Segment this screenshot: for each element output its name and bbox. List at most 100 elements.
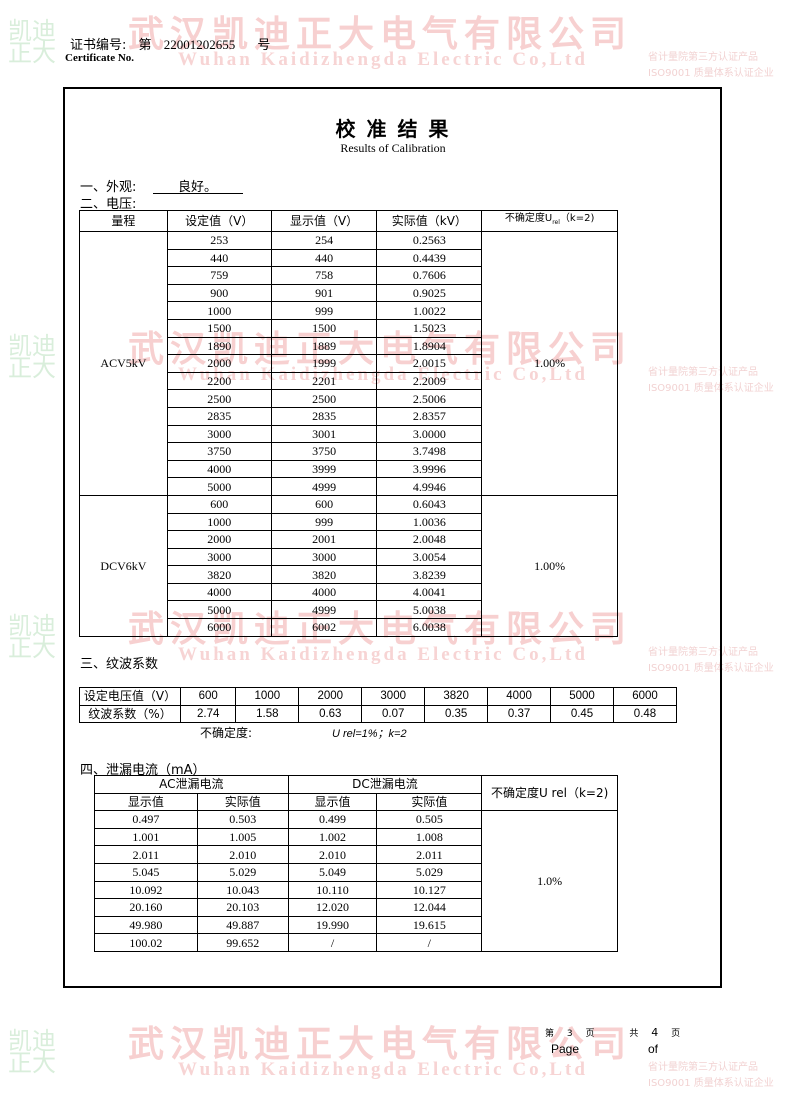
certificate-number-line: 证书编号: 第 22001202655 号 — [70, 34, 270, 53]
value-cell: 1.0022 — [376, 301, 483, 320]
table-row: 900 901 0.9025 — [80, 283, 618, 303]
leakage-label: 四、泄漏电流（mA） — [80, 763, 206, 778]
uncertainty-cell: 1.00% — [481, 231, 618, 496]
value-cell: 0.505 — [376, 810, 483, 829]
value-cell: 600 — [166, 494, 272, 514]
table-row: ACV5kV 253 254 0.2563 1.00% — [79, 231, 618, 496]
value-cell: 99.652 — [196, 933, 289, 952]
value-cell: 12.044 — [376, 898, 483, 917]
leakage-uncertainty-header: 不确定度U rel（k=2) — [481, 774, 618, 812]
value-cell: 254 — [270, 231, 378, 250]
value-cell: 900 — [166, 283, 272, 303]
value-cell: 20.160 — [94, 898, 198, 917]
table-row: 1890 1889 1.8904 — [80, 336, 618, 356]
value-cell: 3750 — [270, 442, 378, 461]
value-cell: 901 — [270, 283, 378, 303]
value-cell: 3.9996 — [376, 459, 483, 479]
value-cell: 1000 — [235, 687, 300, 706]
value-cell: 5.045 — [94, 862, 198, 882]
appearance-label: 一、外观: — [80, 180, 137, 195]
value-cell: 2500 — [270, 389, 378, 408]
value-cell: 1.005 — [196, 827, 289, 847]
value-cell: 2000 — [298, 687, 363, 706]
value-cell: / — [376, 933, 483, 952]
table-row: 纹波系数（%） 2.74 1.58 0.63 0.07 0.35 0.37 0.45 0.48 — [79, 704, 678, 724]
value-cell: 19.615 — [376, 915, 483, 935]
value-cell: 0.35 — [424, 704, 489, 724]
value-cell: 5000 — [166, 477, 272, 496]
value-cell: 2200 — [166, 371, 272, 391]
value-cell: 3820 — [424, 687, 489, 706]
header-set: 设定值（V） — [166, 210, 272, 232]
value-cell: 2.8357 — [376, 406, 483, 426]
value-cell: 2000 — [166, 354, 272, 373]
value-cell: 6000 — [166, 618, 272, 637]
value-cell: 3000 — [166, 424, 272, 444]
header-actual: 实际值（kV） — [376, 210, 483, 232]
value-cell: 0.48 — [612, 704, 678, 724]
header-uncertainty: 不确定度Urel（k=2) — [481, 210, 618, 232]
value-cell: 10.043 — [196, 880, 289, 900]
dc-actual-header: 实际值 — [376, 792, 483, 812]
page-title: 校 准 结 果 — [335, 117, 451, 141]
value-cell: 1000 — [166, 512, 272, 532]
table-row: 5.045 5.029 5.049 5.029 — [94, 862, 618, 882]
ripple-label: 三、纹波系数 — [80, 657, 159, 672]
value-cell: 5.029 — [376, 862, 483, 882]
value-cell: 1.0036 — [376, 512, 483, 532]
value-cell: 3000 — [166, 547, 272, 567]
value-cell: 0.45 — [550, 704, 614, 724]
table-row: 759 758 0.7606 — [80, 266, 618, 285]
value-cell: 2000 — [166, 530, 272, 549]
value-cell: 0.6043 — [376, 494, 483, 514]
page-subtitle: Results of Calibration — [340, 141, 446, 155]
cert-prefix: 第 — [138, 38, 152, 53]
value-cell: 759 — [166, 266, 272, 285]
table-row: 1000 999 1.0036 — [80, 512, 618, 532]
watermark-logo: 凯迪 正大 — [8, 612, 56, 662]
watermark-certification: 省计量院第三方认证产品 ISO9001 质量体系认证企业 — [648, 367, 774, 394]
value-cell: 2835 — [270, 406, 378, 426]
ripple-uncertainty-value: U rel=1%；k=2 — [332, 728, 407, 740]
value-cell: 3.7498 — [376, 442, 483, 461]
table-row: DCV6kV 600 600 0.6043 1.00% — [79, 494, 618, 637]
value-cell: 3.0000 — [376, 424, 483, 444]
value-cell: 3750 — [166, 442, 272, 461]
table-row: 4000 3999 3.9996 — [80, 459, 618, 479]
value-cell: 3000 — [361, 687, 426, 706]
voltage-label: 二、电压: — [80, 197, 137, 212]
watermark-certification: 省计量院第三方认证产品 ISO9001 质量体系认证企业 — [648, 647, 774, 674]
value-cell: 1000 — [166, 301, 272, 320]
value-cell: 4.9946 — [376, 477, 483, 496]
value-cell: 1890 — [166, 336, 272, 356]
value-cell: 2.010 — [196, 845, 289, 864]
range-cell: DCV6kV — [79, 494, 168, 637]
value-cell: 2.010 — [287, 845, 378, 864]
value-cell: 0.499 — [287, 810, 378, 829]
value-cell: 999 — [270, 512, 378, 532]
value-cell: 6002 — [270, 618, 378, 637]
uncertainty-cell: 1.00% — [481, 494, 618, 637]
value-cell: 2.0015 — [376, 354, 483, 373]
watermark-logo: 凯迪 正大 — [8, 332, 56, 382]
value-cell: 2835 — [166, 406, 272, 426]
table-row: 2.011 2.010 2.010 2.011 — [94, 845, 618, 864]
value-cell: 2001 — [270, 530, 378, 549]
value-cell: 2500 — [166, 389, 272, 408]
dc-display-header: 显示值 — [287, 792, 378, 812]
table-row: 0.497 0.503 0.499 0.505 1.0% — [94, 810, 618, 952]
cert-label-en: Certificate No. — [65, 52, 135, 64]
table-row: 设定电压值（V） 600 1000 2000 3000 3820 4000 5000 6000 — [79, 687, 678, 706]
value-cell: / — [287, 933, 378, 952]
table-row: 100.02 99.652// — [94, 933, 618, 952]
value-cell: 6.0038 — [376, 618, 483, 637]
value-cell: 3999 — [270, 459, 378, 479]
value-cell: 2.011 — [94, 845, 198, 864]
value-cell: 5000 — [550, 687, 614, 706]
table-row: 49.980 49.887 19.990 19.615 — [94, 915, 618, 935]
ripple-table: 设定电压值（V） 600 1000 2000 3000 3820 4000 5000 6000 纹… — [79, 687, 678, 724]
table-row: 3750 3750 3.7498 — [80, 442, 618, 461]
voltage-table: 量程 设定值（V） 显示值（V） 实际值（kV） 不确定度Urel（k=2) A… — [79, 210, 618, 637]
value-cell: 4999 — [270, 600, 378, 620]
value-cell: 4000 — [270, 582, 378, 602]
